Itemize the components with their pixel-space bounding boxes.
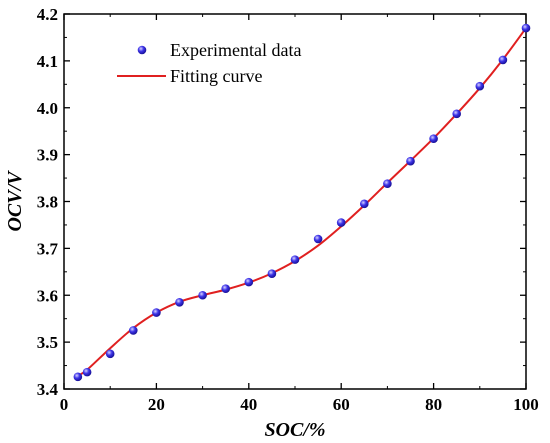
legend: Experimental data Fitting curve [117,40,301,86]
data-point [452,109,462,119]
data-point [175,297,184,307]
legend-marker-experimental [137,45,147,55]
data-point [244,277,254,287]
data-point [521,23,531,33]
x-tick-label: 100 [513,395,539,414]
y-tick-label: 4.2 [37,5,58,24]
data-point [290,255,300,264]
x-tick-label: 0 [60,395,69,414]
data-point [129,326,138,335]
y-tick-label: 4.0 [37,99,58,118]
data-point [360,199,369,209]
x-axis-title: SOC/% [264,419,325,441]
x-tick-label: 60 [333,395,350,414]
x-tick-label: 80 [425,395,442,414]
data-point [313,234,323,244]
data-point [383,179,392,188]
data-point [152,308,161,317]
legend-label-fitting: Fitting curve [170,66,263,86]
data-point [406,156,415,166]
data-point [475,81,485,91]
x-tick-label: 40 [240,395,257,414]
x-tick-label: 20 [148,395,165,414]
data-point [221,284,230,293]
fitting-curve-line [77,27,527,377]
y-tick-label: 3.6 [37,286,58,305]
data-point [498,55,508,65]
legend-label-experimental: Experimental data [170,40,301,60]
y-tick-label: 3.9 [37,146,58,165]
y-tick-label: 3.7 [37,239,59,258]
y-tick-label: 3.8 [37,193,58,212]
data-point [82,367,92,377]
y-axis-title: OCV/V [4,170,26,232]
data-point [105,349,115,359]
data-point [267,269,277,278]
y-tick-label: 4.1 [37,52,58,71]
data-point [73,372,83,382]
data-point [336,218,346,227]
data-point [198,290,207,300]
data-point [429,134,438,143]
y-tick-label: 3.5 [37,333,58,352]
y-tick-label: 3.4 [37,380,59,399]
